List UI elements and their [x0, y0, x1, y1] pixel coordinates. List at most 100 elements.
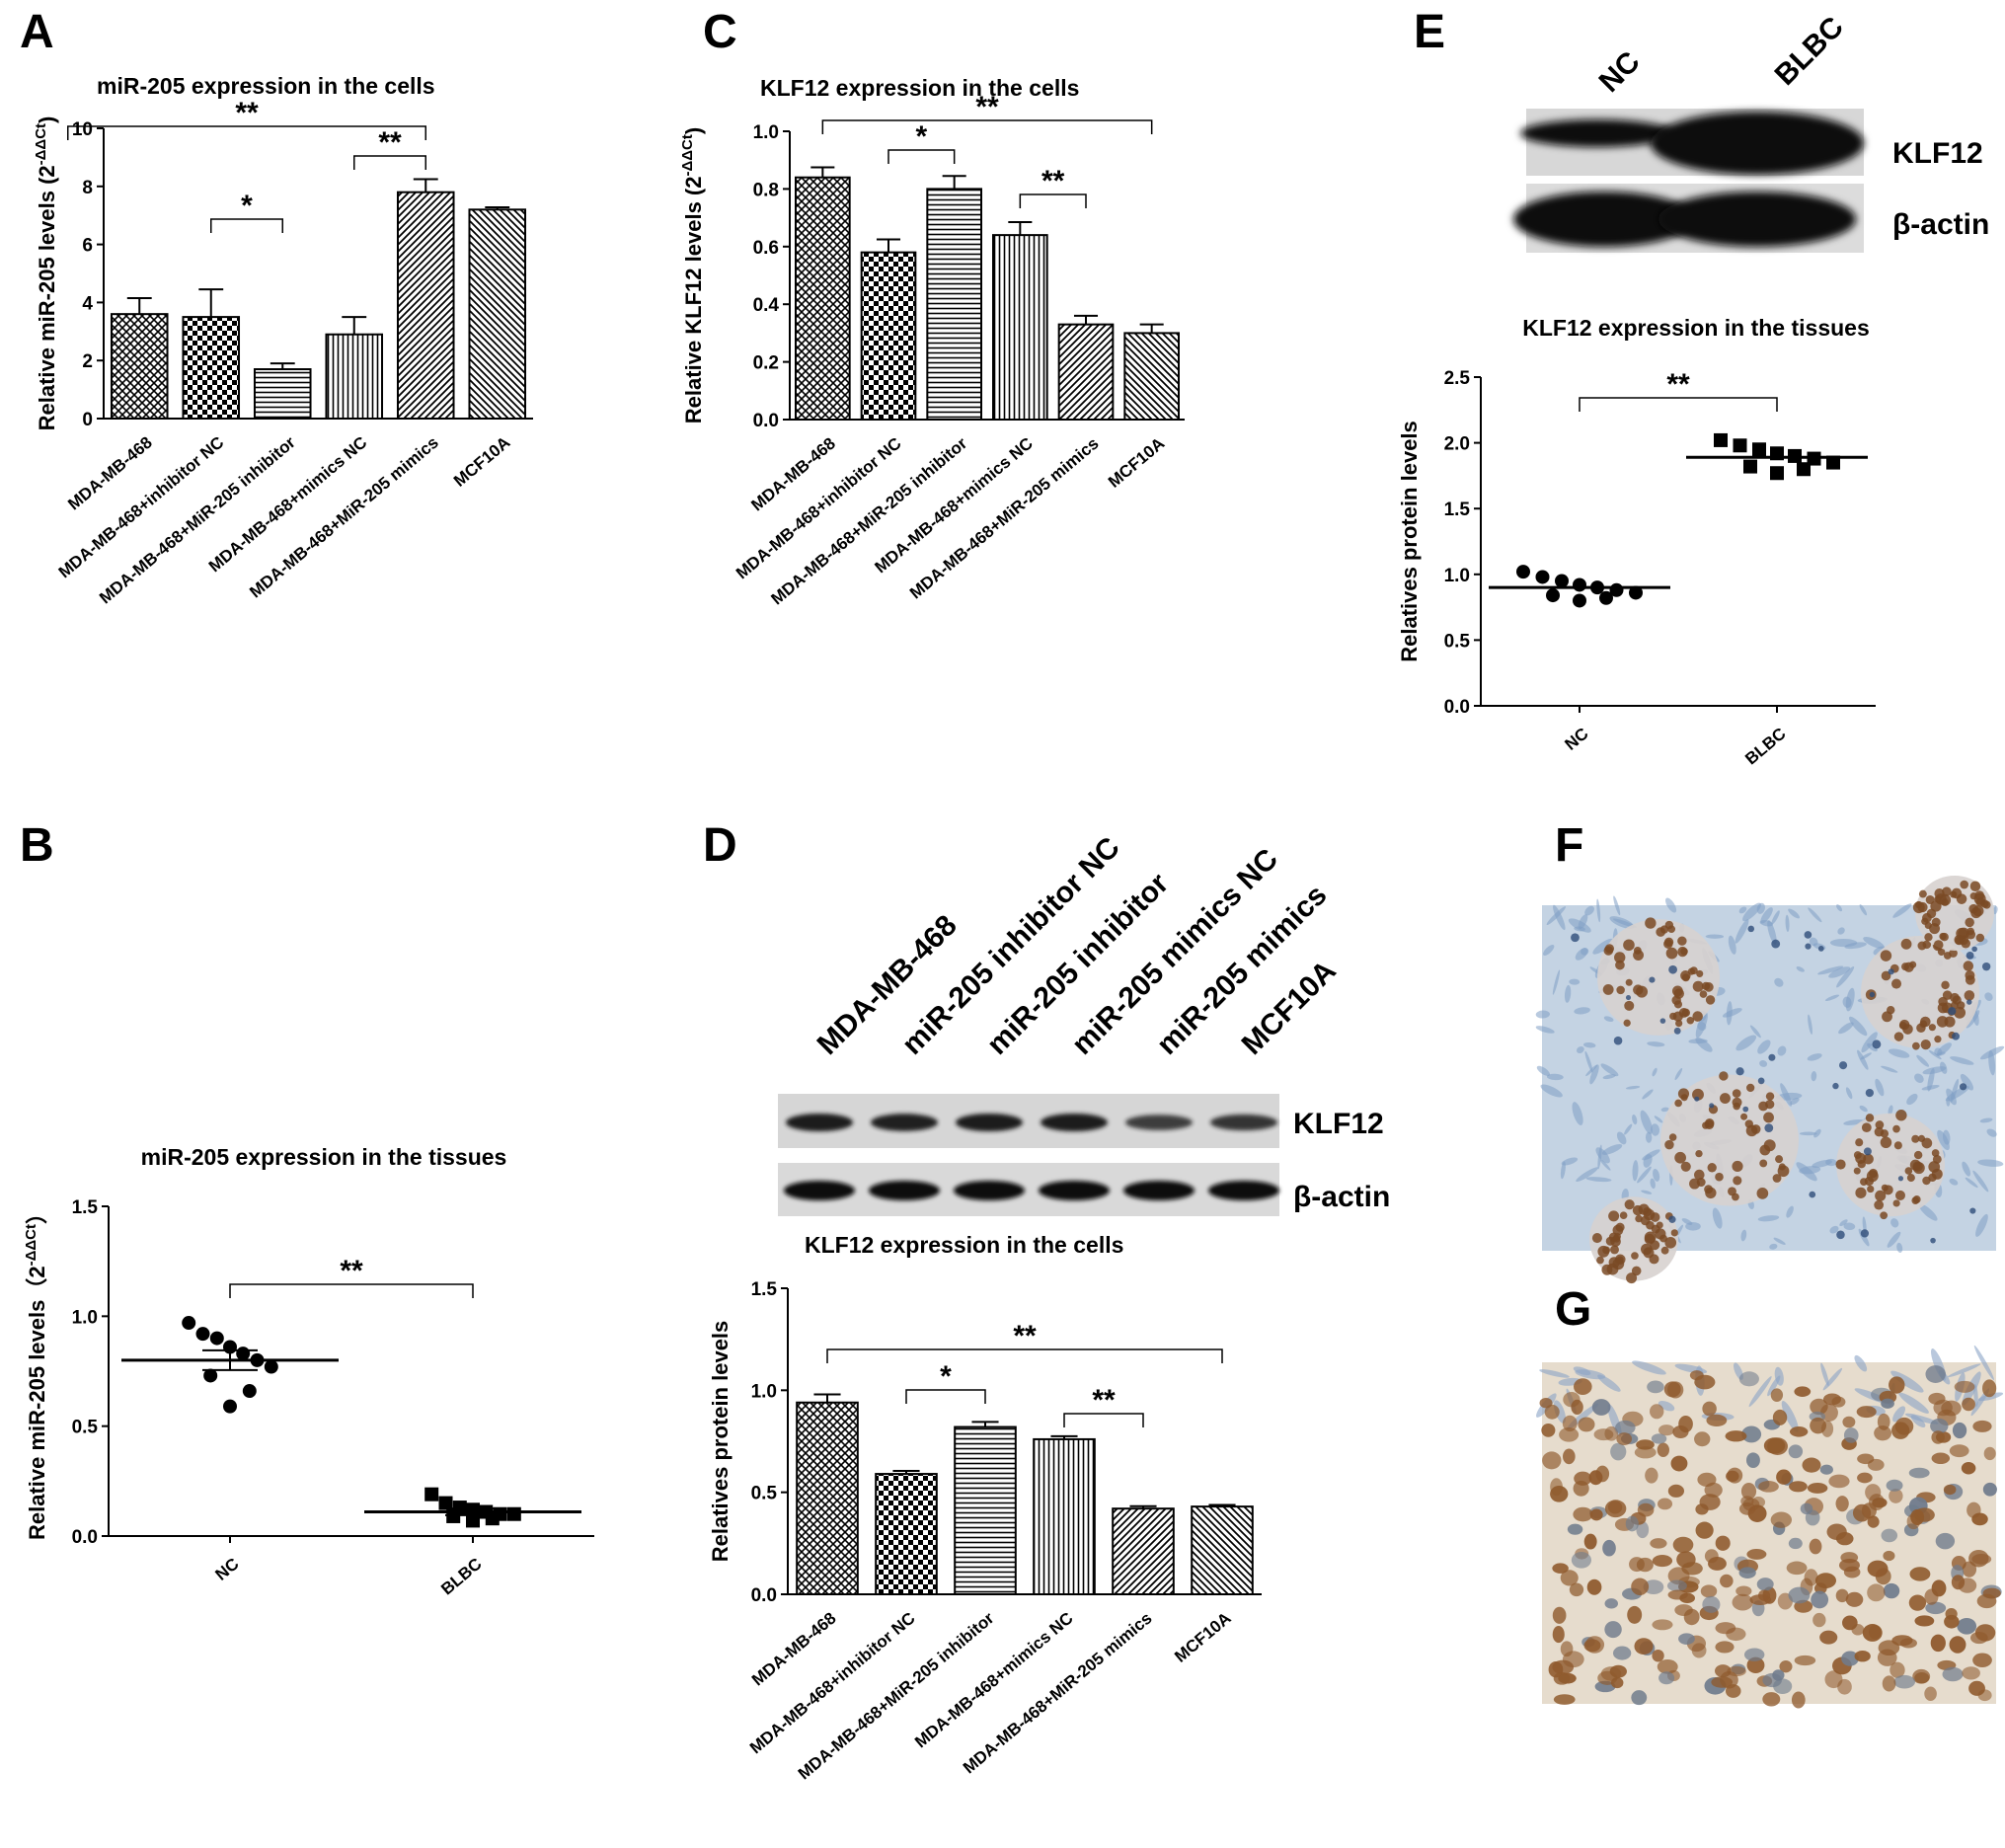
- histo-f-stroma-nucleus-1: [1694, 1096, 1700, 1102]
- histo-f-fiber-151: [1937, 1129, 1950, 1151]
- blot-d-band-actin-3: [1039, 1181, 1110, 1200]
- histo-g-nucleus-87: [1925, 1365, 1946, 1383]
- histo-f-nucleus-2-42: [1900, 938, 1912, 950]
- histo-f-nucleus-1-38: [1668, 1133, 1677, 1141]
- histo-g-nucleus-152: [1826, 1523, 1847, 1541]
- histo-g-nucleus-210: [1563, 1391, 1581, 1408]
- histo-g-nucleus-270: [1636, 1521, 1650, 1539]
- histo-f-nucleus-2-15: [1934, 1036, 1942, 1043]
- histo-g-nucleus-296: [1789, 1426, 1809, 1437]
- histo-g-nucleus-218: [1720, 1574, 1734, 1588]
- histo-f-fiber-40: [1625, 1085, 1641, 1090]
- histo-g-nucleus-309: [1935, 1532, 1956, 1550]
- histo-g-nucleus-328: [1550, 1486, 1569, 1502]
- histo-f-fiber-91: [1581, 948, 1589, 956]
- histo-g-nucleus-38: [1652, 1619, 1673, 1631]
- panel-letter-g: G: [1555, 1283, 1591, 1336]
- histo-f-nucleus-3-43: [1874, 1199, 1885, 1210]
- histo-g-nucleus-316: [1616, 1432, 1633, 1446]
- histo-f-nucleus-4-33: [1597, 1245, 1610, 1258]
- histo-f-nucleus-1-30: [1756, 1188, 1769, 1199]
- histo-g-nucleus-213: [1762, 1672, 1782, 1688]
- histo-f-fiber-122: [1632, 1114, 1638, 1125]
- histo-f-fiber-52: [1595, 1147, 1610, 1164]
- histo-f-fiber-168: [1569, 978, 1581, 985]
- chart-b-point-0-8: [242, 1384, 257, 1399]
- histo-f-nucleus-0-8: [1692, 1011, 1703, 1022]
- histo-g-nucleus-279: [1678, 1633, 1695, 1645]
- histo-f-fiber-245: [1867, 1042, 1878, 1052]
- histo-g-nucleus-179: [1627, 1605, 1643, 1624]
- histo-f-fiber-145: [1560, 1161, 1566, 1180]
- histo-f-nucleus-1-17: [1778, 1163, 1786, 1171]
- histo-g-nucleus-292: [1743, 1648, 1765, 1661]
- histo-f-nucleus-5-43: [1922, 912, 1932, 923]
- histo-f-fiber-201: [1881, 1065, 1898, 1073]
- histo-g-nucleus-329: [1974, 1624, 1996, 1642]
- blot-d-band-klf12-2: [956, 1114, 1023, 1131]
- histo-f-nucleus-3-17: [1880, 1211, 1889, 1220]
- chart-e-point-1-7: [1743, 459, 1757, 474]
- histo-g-nucleus-52: [1562, 1415, 1578, 1432]
- histo-g-fiber-12: [1781, 1401, 1799, 1432]
- chart-d-title: KLF12 expression in the cells: [805, 1232, 1123, 1258]
- chart-b-sig-label-0: **: [340, 1255, 363, 1287]
- histo-f-nucleus-4-21: [1660, 1246, 1669, 1255]
- histo-g-nucleus-301: [1865, 1484, 1882, 1502]
- histology-image-f: [1535, 876, 2005, 1284]
- histo-g-nucleus-260: [1689, 1370, 1704, 1381]
- histo-f-nucleus-1-18: [1694, 1169, 1705, 1181]
- histo-f-fiber-251: [1838, 1022, 1854, 1035]
- histo-f-fiber-71: [1859, 904, 1868, 916]
- histo-f-nucleus-1-4: [1719, 1071, 1729, 1081]
- histo-f-nucleus-3-26: [1855, 1187, 1867, 1198]
- histo-f-fiber-16: [1788, 908, 1800, 919]
- chart-e-point-1-8: [1797, 462, 1811, 477]
- histo-g-fiber-11: [1774, 1366, 1784, 1386]
- histo-f-fiber-156: [1829, 1225, 1839, 1234]
- chart-c-title: KLF12 expression in the cells: [760, 75, 1079, 101]
- chart-d-bar-3: [1033, 1437, 1096, 1596]
- histo-g-nucleus-136: [1700, 1584, 1718, 1598]
- histo-f-fiber-51: [1965, 1177, 1978, 1189]
- histo-f-nucleus-1-15: [1664, 1139, 1674, 1150]
- chart-e-point-1-0: [1714, 432, 1728, 447]
- histo-g-nucleus-307: [1610, 1677, 1624, 1689]
- histo-g-nucleus-271: [1805, 1509, 1820, 1526]
- histo-f-fiber-3: [1645, 1131, 1653, 1143]
- chart-d-ytick-label-1: 0.5: [751, 1484, 778, 1504]
- histo-f-nucleus-0-20: [1671, 995, 1681, 1005]
- histo-g-nucleus-14: [1586, 1578, 1602, 1595]
- chart-c-sig-bracket-1: [1019, 193, 1087, 208]
- histo-g-nucleus-219: [1604, 1500, 1627, 1518]
- chart-c-sig-bracket-2: [821, 119, 1153, 134]
- chart-d-sig-bracket-2: [826, 1348, 1223, 1363]
- histo-f-fiber-99: [1616, 1131, 1627, 1145]
- histo-f-fiber-142: [1596, 898, 1601, 923]
- histo-g-nucleus-160: [1867, 1583, 1886, 1602]
- histo-g-nucleus-84: [1951, 1575, 1966, 1590]
- histo-g-nucleus-78: [1883, 1582, 1900, 1599]
- histo-g-nucleus-288: [1835, 1496, 1849, 1512]
- histo-f-fiber-84: [1972, 1170, 1989, 1193]
- blot-e-band-actin-nc: [1513, 192, 1695, 247]
- histo-f-fiber-87: [1808, 1014, 1812, 1035]
- histo-f-nucleus-1-3: [1732, 1089, 1741, 1098]
- panel-letter-f: F: [1555, 819, 1583, 872]
- histo-f-nucleus-0-30: [1663, 939, 1673, 949]
- histo-g-nucleus-206: [1983, 1446, 1996, 1461]
- chart-d-bar-0: [796, 1401, 859, 1595]
- histo-f-fiber-85: [1712, 1207, 1723, 1229]
- histo-f-fiber-50: [1640, 1110, 1653, 1134]
- histo-f-nucleus-4-4: [1610, 1245, 1619, 1255]
- histo-f-fiber-79: [1637, 1166, 1652, 1184]
- histo-f-nucleus-5-36: [1965, 917, 1974, 928]
- histo-f-fiber-97: [1543, 945, 1555, 956]
- histo-f-nucleus-3-38: [1922, 1176, 1931, 1186]
- histo-g-nucleus-319: [1544, 1404, 1560, 1420]
- histo-f-nucleus-5-40: [1968, 903, 1978, 914]
- histo-g-fiber-23: [1539, 1369, 1570, 1378]
- chart-e-point-0-8: [1599, 590, 1613, 605]
